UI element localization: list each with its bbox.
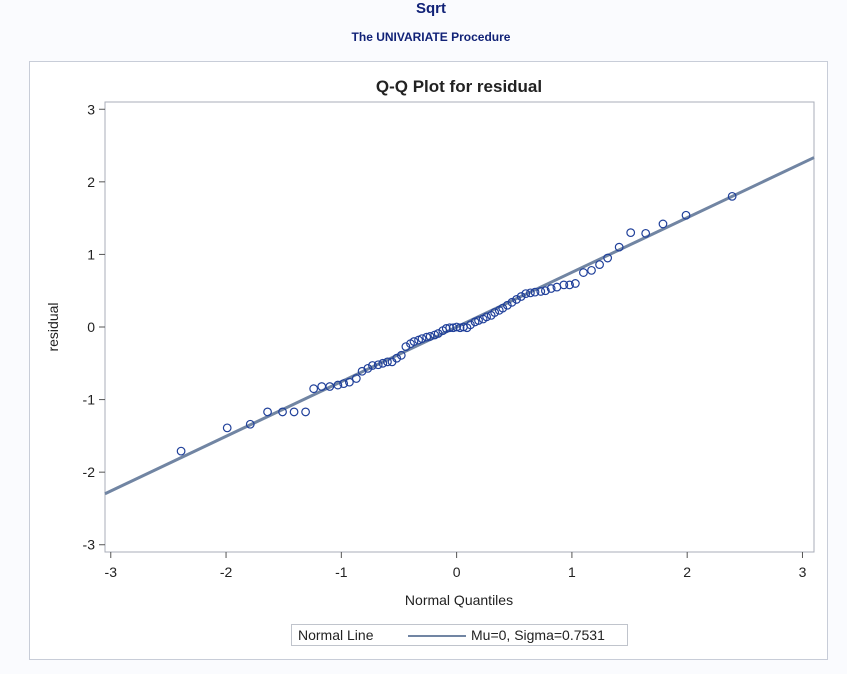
legend-line-swatch bbox=[408, 635, 466, 637]
y-tick-label: 3 bbox=[87, 101, 95, 117]
data-point bbox=[333, 380, 343, 390]
x-tick-label: -3 bbox=[105, 564, 118, 580]
data-point bbox=[363, 363, 373, 373]
data-point bbox=[383, 357, 392, 367]
data-point bbox=[417, 334, 427, 344]
data-point bbox=[482, 312, 491, 322]
data-point bbox=[401, 342, 411, 351]
y-tick-label: -3 bbox=[83, 537, 96, 553]
data-point bbox=[222, 423, 232, 433]
y-axis-label: residual bbox=[45, 302, 61, 351]
x-tick-label: -2 bbox=[220, 564, 233, 580]
data-point bbox=[536, 287, 546, 296]
data-point bbox=[409, 337, 419, 346]
data-point bbox=[278, 407, 287, 417]
data-point bbox=[351, 374, 361, 383]
legend-label: Normal Line bbox=[298, 627, 374, 643]
data-point bbox=[498, 303, 508, 313]
data-point bbox=[565, 280, 574, 290]
data-point bbox=[425, 332, 435, 341]
page-title: Sqrt bbox=[416, 0, 446, 17]
data-point bbox=[445, 323, 455, 333]
legend-entry: Mu=0, Sigma=0.7531 bbox=[471, 627, 605, 643]
data-point bbox=[325, 382, 335, 391]
data-point bbox=[526, 288, 535, 298]
chart-title: Q-Q Plot for residual bbox=[376, 77, 542, 96]
data-point bbox=[345, 377, 354, 387]
data-point bbox=[474, 316, 483, 325]
data-point bbox=[658, 219, 668, 229]
data-point bbox=[263, 407, 272, 417]
data-point bbox=[516, 292, 526, 301]
data-point bbox=[301, 407, 310, 417]
x-tick-label: 3 bbox=[799, 564, 807, 580]
x-tick-label: 1 bbox=[568, 564, 576, 580]
page-subtitle: The UNIVARIATE Procedure bbox=[351, 30, 511, 44]
data-point bbox=[452, 322, 462, 332]
legend: Normal Line Mu=0, Sigma=0.7531 bbox=[291, 624, 628, 646]
data-point bbox=[433, 329, 443, 338]
data-point bbox=[466, 320, 475, 330]
data-point bbox=[309, 384, 319, 394]
data-point bbox=[540, 286, 550, 296]
data-point bbox=[502, 300, 512, 310]
data-point bbox=[378, 358, 388, 368]
data-point bbox=[368, 361, 377, 370]
x-tick-label: 2 bbox=[683, 564, 691, 580]
data-point bbox=[392, 353, 402, 363]
x-axis-label: Normal Quantiles bbox=[405, 592, 513, 608]
data-point bbox=[245, 419, 255, 429]
x-tick-label: -1 bbox=[335, 564, 348, 580]
x-axis: -3 -2 -1 0 1 2 3 bbox=[105, 552, 807, 580]
data-point bbox=[512, 295, 521, 304]
data-point bbox=[455, 323, 465, 333]
data-point bbox=[641, 228, 651, 238]
data-point bbox=[727, 191, 737, 201]
y-tick-label: 1 bbox=[87, 246, 95, 262]
data-point bbox=[490, 308, 500, 317]
data-point bbox=[595, 260, 604, 269]
data-point bbox=[373, 360, 383, 370]
data-point bbox=[441, 324, 451, 333]
data-point bbox=[396, 350, 406, 360]
data-point bbox=[176, 446, 186, 456]
y-tick-label: 0 bbox=[87, 319, 95, 335]
data-point bbox=[507, 297, 517, 307]
y-tick-label: 2 bbox=[87, 174, 95, 190]
data-point bbox=[570, 279, 580, 288]
data-point bbox=[587, 265, 596, 275]
y-tick-label: -2 bbox=[83, 464, 96, 480]
data-point bbox=[530, 287, 540, 297]
data-point bbox=[521, 289, 531, 299]
data-point bbox=[579, 268, 588, 277]
data-points bbox=[176, 191, 737, 456]
data-point bbox=[603, 253, 613, 263]
data-point bbox=[422, 332, 432, 342]
data-point bbox=[681, 210, 691, 220]
data-point bbox=[614, 242, 624, 252]
data-point bbox=[546, 284, 556, 293]
data-point bbox=[289, 407, 299, 417]
data-point bbox=[626, 228, 636, 238]
y-axis: -3 -2 -1 0 1 2 3 bbox=[83, 101, 105, 553]
x-tick-label: 0 bbox=[453, 564, 461, 580]
y-tick-label: -1 bbox=[83, 392, 96, 408]
data-point bbox=[339, 379, 349, 389]
data-point bbox=[448, 323, 458, 333]
data-point bbox=[559, 280, 569, 290]
